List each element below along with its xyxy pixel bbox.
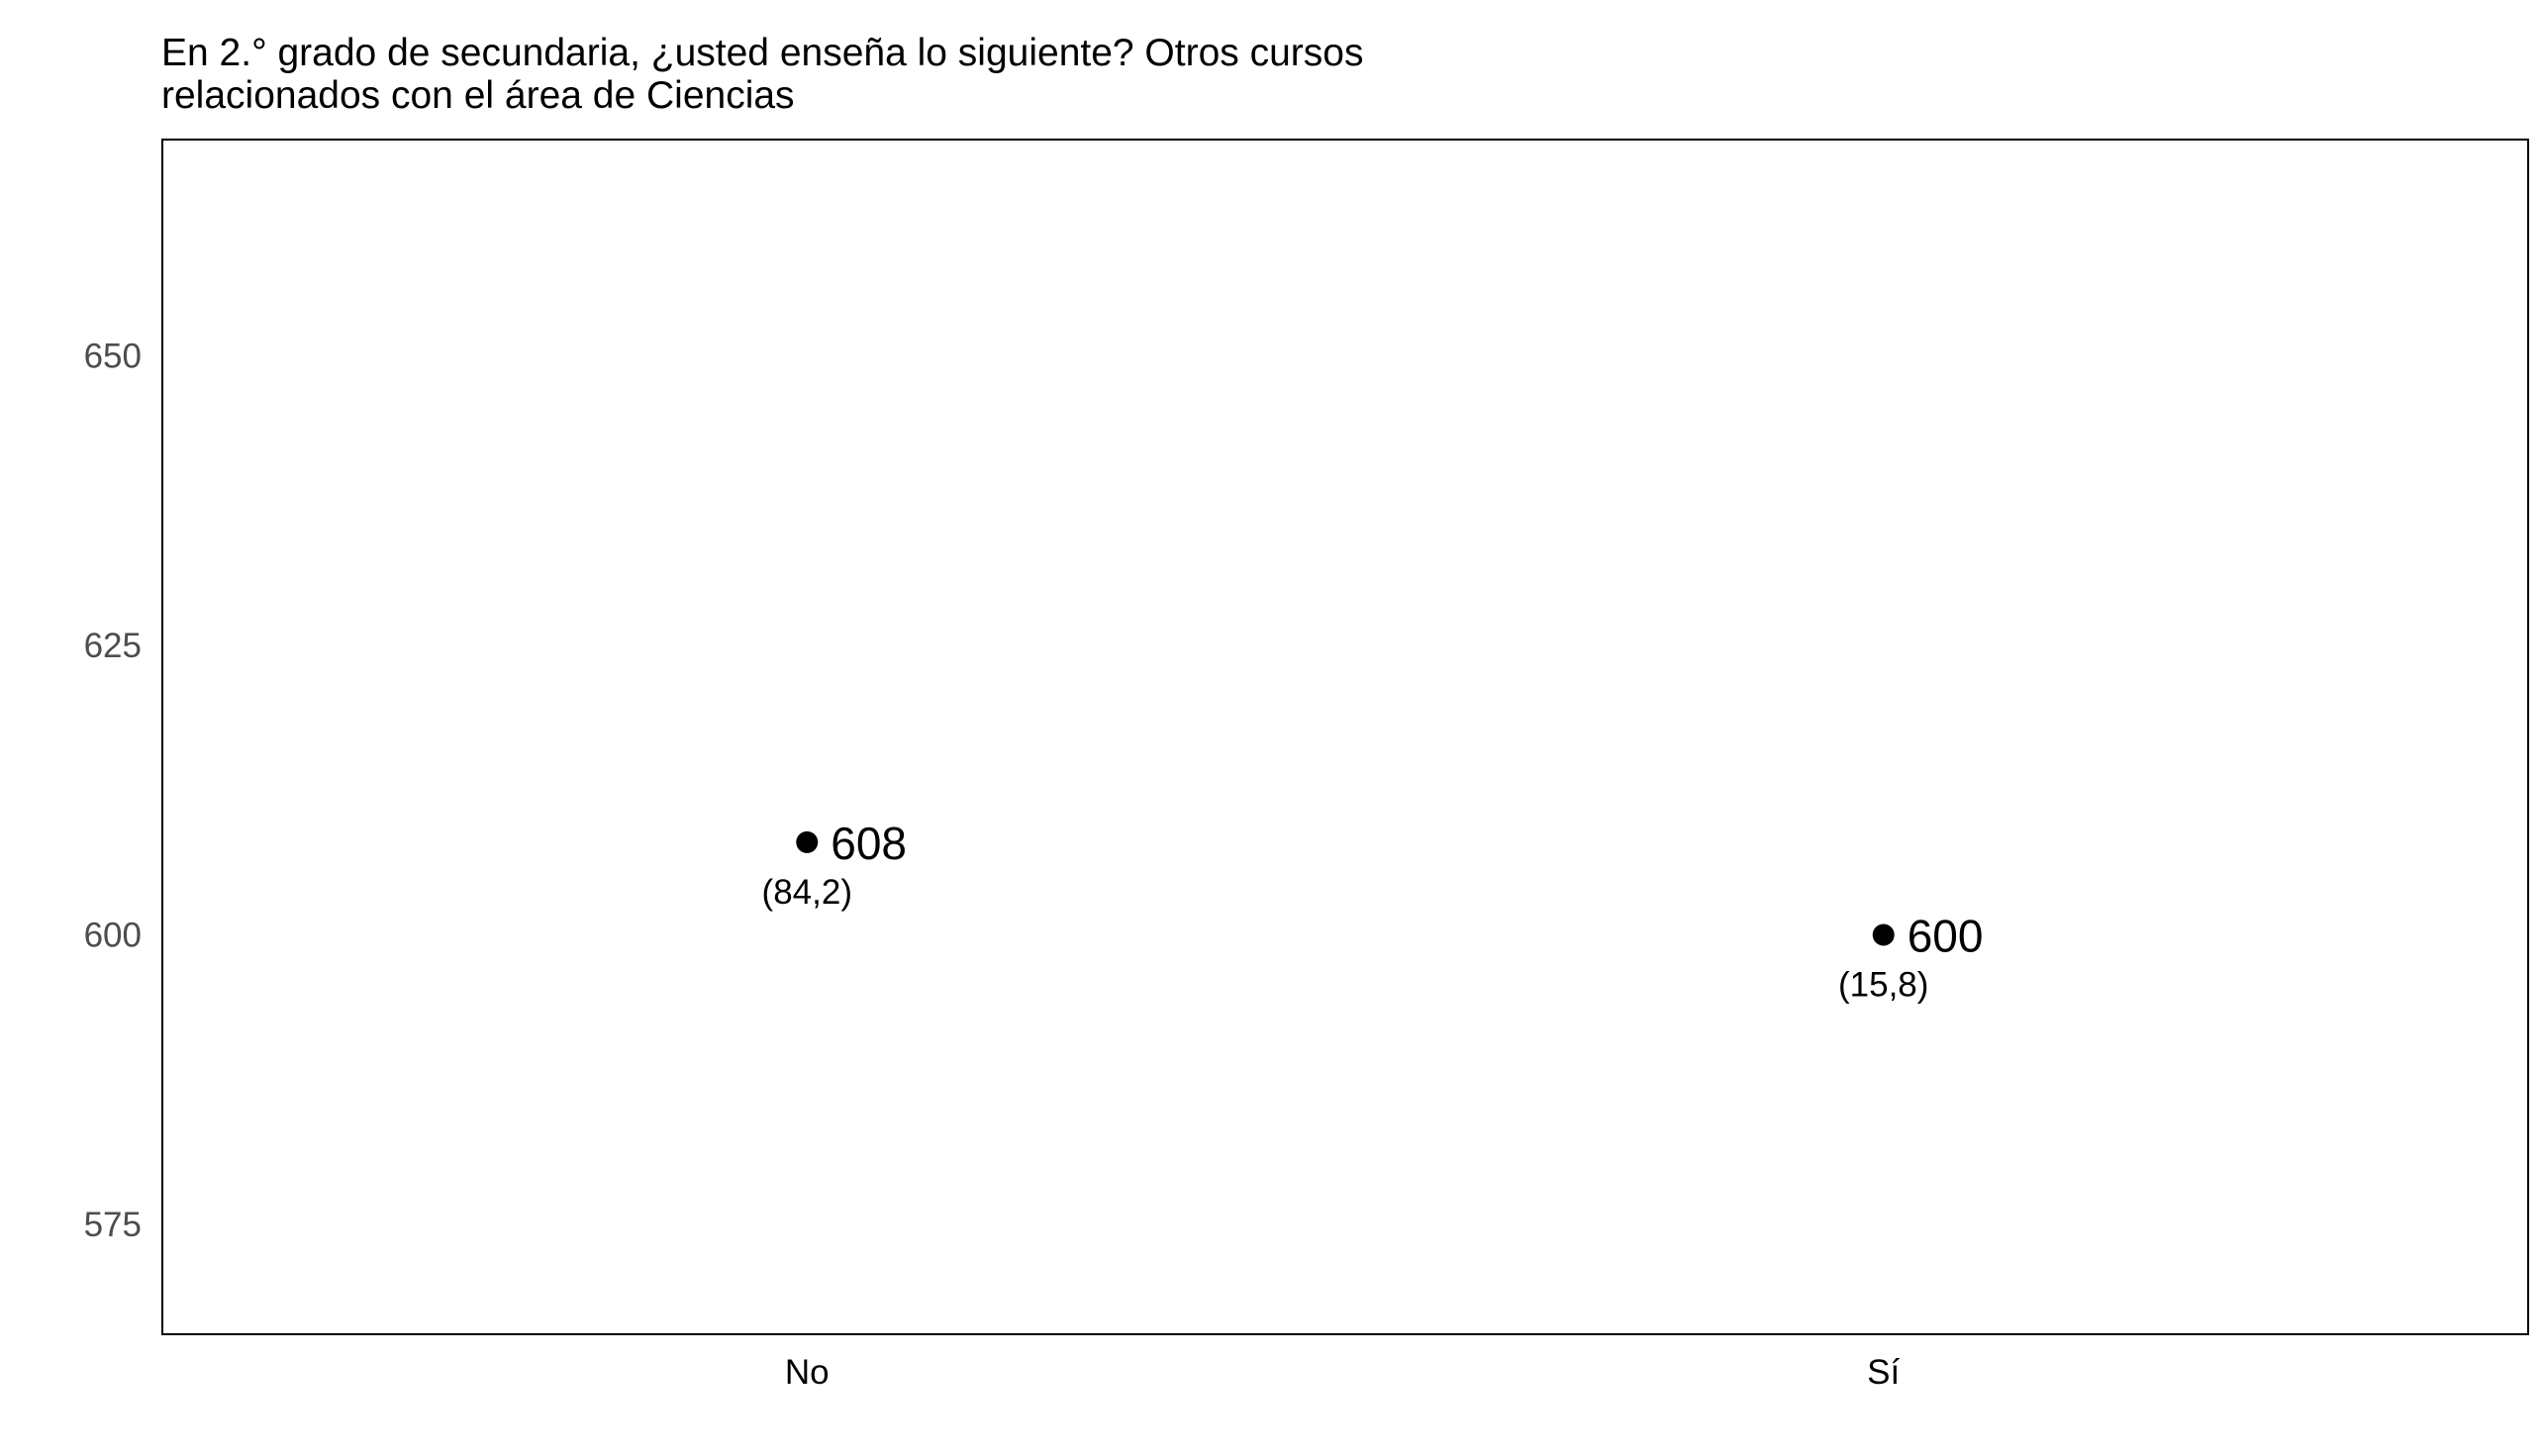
chart-title-line-1: En 2.° grado de secundaria, ¿usted enseñ… (161, 32, 1363, 74)
y-tick-label: 600 (84, 916, 142, 954)
y-axis: 575 600 625 650 (84, 338, 142, 1244)
data-point (796, 830, 819, 853)
y-tick-label: 575 (84, 1206, 142, 1244)
data-point (1872, 923, 1895, 946)
x-tick-label: Sí (1867, 1353, 1900, 1392)
y-tick-label: 625 (84, 627, 142, 665)
plot-panel (161, 139, 2529, 1335)
data-value-label: 608 (831, 818, 907, 869)
x-tick-label: No (785, 1353, 830, 1392)
data-points: 608 (84,2) 600 (15,8) (762, 818, 1984, 1005)
y-tick-label: 650 (84, 338, 142, 376)
chart-title-line-2: relacionados con el área de Ciencias (161, 74, 795, 117)
x-axis: No Sí (785, 1353, 1901, 1392)
data-percent-label: (84,2) (762, 873, 852, 912)
data-value-label: 600 (1908, 910, 1984, 961)
data-percent-label: (15,8) (1838, 965, 1928, 1004)
